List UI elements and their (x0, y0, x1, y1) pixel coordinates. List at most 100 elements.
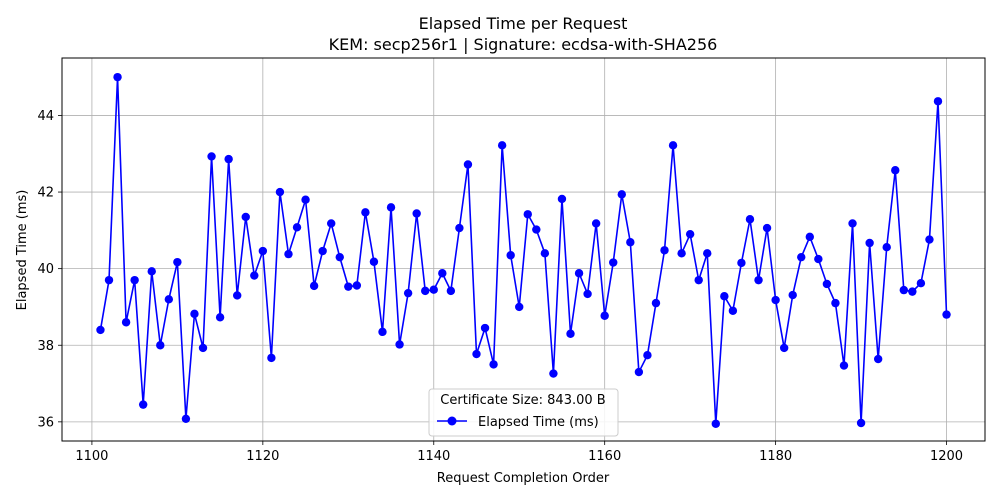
data-point (626, 238, 635, 247)
data-point (224, 154, 233, 164)
data-point (292, 223, 302, 232)
axis-ticks: 1100 1120 1140 1160 1180 1200 36 38 40 42 44 (37, 109, 963, 464)
data-point (352, 281, 362, 290)
data-point (515, 302, 524, 312)
data-point (797, 252, 806, 262)
data-point (532, 225, 541, 234)
legend-title: Certificate Size: 843.00 B (440, 393, 605, 408)
data-point (788, 290, 797, 300)
data-point (232, 291, 242, 300)
data-point (634, 367, 644, 377)
data-point (156, 341, 165, 350)
data-point (378, 327, 387, 337)
data-point (207, 152, 216, 161)
data-point (839, 361, 849, 370)
data-point (711, 419, 720, 428)
data-point (301, 195, 310, 204)
data-point (258, 246, 268, 256)
data-point (916, 279, 926, 288)
series-line (99, 76, 948, 425)
data-point (617, 190, 626, 199)
data-point (104, 275, 114, 285)
data-point (754, 275, 763, 285)
data-point (566, 329, 575, 338)
data-point (130, 275, 139, 285)
data-point (745, 215, 755, 224)
data-point (446, 286, 456, 296)
x-tick-label: 1200 (930, 449, 963, 464)
data-point (138, 400, 148, 409)
data-point (344, 282, 353, 291)
legend-marker-swatch (447, 416, 457, 426)
data-point (173, 257, 182, 267)
data-point (779, 343, 789, 353)
data-point (327, 219, 336, 228)
data-point (96, 325, 105, 335)
data-point (865, 238, 874, 248)
data-point (463, 160, 473, 169)
data-point (164, 295, 174, 304)
data-point (856, 418, 866, 428)
data-point (822, 279, 832, 289)
data-point (472, 349, 481, 359)
x-tick-label: 1100 (75, 449, 108, 464)
data-point (198, 343, 208, 353)
data-point (421, 286, 430, 296)
data-point (403, 288, 413, 298)
y-tick-label: 36 (37, 415, 54, 430)
x-tick-label: 1140 (417, 449, 450, 464)
data-point (412, 209, 421, 218)
data-series (96, 72, 951, 428)
data-point (309, 281, 319, 291)
data-point (737, 258, 746, 268)
data-point (215, 313, 225, 322)
data-point (386, 203, 396, 212)
data-point (523, 210, 532, 219)
x-tick-label: 1120 (246, 449, 279, 464)
data-point (891, 166, 900, 175)
data-point (480, 323, 490, 333)
data-point (899, 285, 909, 295)
chart-title: Elapsed Time per Request (419, 14, 628, 33)
data-point (275, 187, 285, 197)
data-point (694, 275, 703, 285)
data-point (113, 72, 122, 82)
data-point (250, 271, 259, 280)
data-point (848, 219, 857, 228)
data-point (335, 252, 344, 262)
data-point (181, 414, 191, 423)
chart-subtitle: KEM: secp256r1 | Signature: ecdsa-with-S… (329, 35, 718, 54)
data-point (762, 223, 772, 233)
data-point (361, 208, 370, 217)
data-point (831, 298, 840, 308)
data-point (933, 97, 943, 106)
legend-box (428, 388, 619, 437)
data-point (540, 249, 550, 258)
y-tick-label: 44 (37, 109, 54, 124)
legend-entry-label: Elapsed Time (ms) (478, 415, 599, 430)
data-point (574, 269, 584, 278)
data-point (489, 360, 498, 369)
data-point (147, 267, 156, 276)
x-tick-label: 1180 (759, 449, 792, 464)
data-point (190, 309, 199, 319)
data-point (549, 369, 558, 378)
gridlines (62, 58, 985, 441)
x-axis-label: Request Completion Order (437, 471, 610, 486)
data-point (728, 306, 738, 315)
data-point (591, 219, 601, 228)
data-point (583, 289, 592, 299)
data-point (241, 212, 250, 222)
data-point (267, 353, 276, 363)
y-tick-label: 42 (37, 186, 54, 201)
data-point (668, 141, 678, 150)
data-point (643, 351, 652, 360)
data-point (651, 298, 661, 308)
data-point (369, 257, 379, 266)
data-point (429, 285, 438, 294)
data-point (438, 269, 447, 278)
data-point (771, 295, 780, 305)
legend: Certificate Size: 843.00 B Elapsed Time … (428, 388, 619, 437)
data-point (600, 311, 609, 320)
